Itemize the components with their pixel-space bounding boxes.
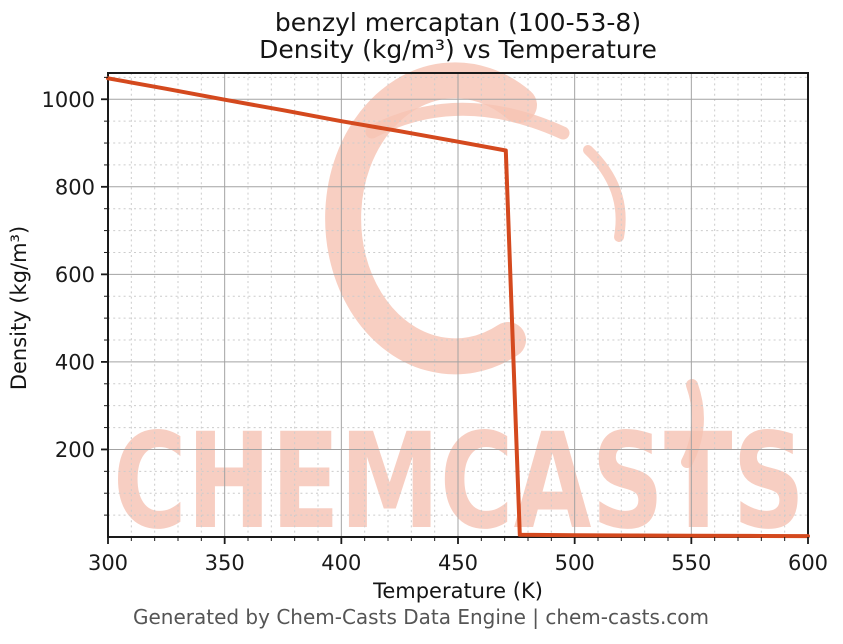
y-tick-label: 200 — [55, 438, 95, 462]
y-tick-label: 1000 — [42, 88, 95, 112]
axis-ticks — [101, 76, 809, 544]
chart-title: benzyl mercaptan (100-53-8) — [275, 8, 641, 37]
density-series-line — [106, 76, 810, 539]
y-tick-label: 400 — [55, 350, 95, 374]
watermark: CHEMCASTS — [113, 62, 805, 559]
watermark-logo-tail-brush-icon — [681, 379, 704, 468]
y-axis-label: Density (kg/m³) — [7, 226, 31, 390]
x-tick-label: 600 — [788, 551, 828, 575]
x-tick-label: 400 — [321, 551, 361, 575]
watermark-logo-top-brush-icon — [365, 102, 570, 140]
watermark-brand-text: CHEMCASTS — [113, 405, 805, 559]
watermark-logo-flick-brush-icon — [583, 145, 626, 242]
y-tick-labels: 200 400 600 800 1000 — [42, 88, 95, 462]
x-tick-label: 550 — [671, 551, 711, 575]
x-tick-label: 300 — [88, 551, 128, 575]
x-tick-labels: 300 350 400 450 500 550 600 — [88, 551, 828, 575]
y-tick-label: 600 — [55, 263, 95, 287]
y-tick-label: 800 — [55, 175, 95, 199]
x-tick-label: 500 — [555, 551, 595, 575]
x-axis-label: Temperature (K) — [372, 579, 543, 603]
watermark-logo-c-swirl-icon — [325, 62, 537, 375]
chart-subtitle: Density (kg/m³) vs Temperature — [259, 35, 657, 64]
x-tick-label: 350 — [205, 551, 245, 575]
footer-credit: Generated by Chem-Casts Data Engine | ch… — [133, 605, 709, 629]
x-tick-label: 450 — [438, 551, 478, 575]
